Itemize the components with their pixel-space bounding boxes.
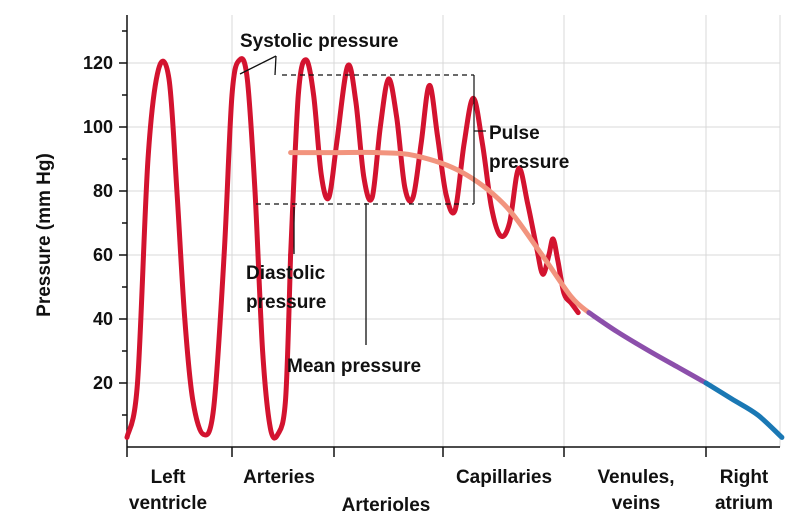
axes bbox=[119, 15, 780, 457]
y-tick-label: 80 bbox=[93, 181, 113, 201]
x-region-label: Right atrium bbox=[715, 467, 773, 514]
mean-pressure-label: Mean pressure bbox=[287, 356, 421, 377]
systolic-leader bbox=[239, 55, 277, 75]
y-axis-label: Pressure (mm Hg) bbox=[34, 153, 55, 317]
y-tick-label: 20 bbox=[93, 373, 113, 393]
x-region-label: Arterioles bbox=[342, 495, 431, 516]
annotations: Systolic pressure Pulse pressure Diastolic p… bbox=[239, 31, 569, 377]
series-line-capillary-pressure bbox=[586, 310, 709, 386]
series-lines bbox=[124, 56, 785, 441]
y-tick-labels: 20 40 60 80 100 120 bbox=[83, 53, 113, 393]
x-region-label: Venules, veins bbox=[597, 467, 674, 514]
x-region-label: Left ventricle bbox=[129, 467, 207, 514]
y-tick-label: 100 bbox=[83, 117, 113, 137]
y-tick-label: 120 bbox=[83, 53, 113, 73]
series-line-venous-pressure bbox=[703, 380, 785, 440]
systolic-pressure-label: Systolic pressure bbox=[240, 31, 398, 52]
pulse-pressure-label: Pulse pressure bbox=[489, 123, 569, 173]
y-tick-label: 40 bbox=[93, 309, 113, 329]
series-line-arterial-pressure bbox=[288, 57, 581, 316]
series-line-ventricle-pressure bbox=[124, 56, 294, 441]
series-line-mean-pressure bbox=[288, 149, 592, 316]
diastolic-pressure-label: Diastolic pressure bbox=[246, 263, 326, 313]
x-region-label: Capillaries bbox=[456, 467, 552, 488]
x-region-label: Arteries bbox=[243, 467, 315, 488]
x-region-labels: Left ventricle Arteries Arterioles Capillari… bbox=[129, 467, 773, 516]
y-tick-label: 60 bbox=[93, 245, 113, 265]
systolic-leader bbox=[274, 55, 277, 76]
